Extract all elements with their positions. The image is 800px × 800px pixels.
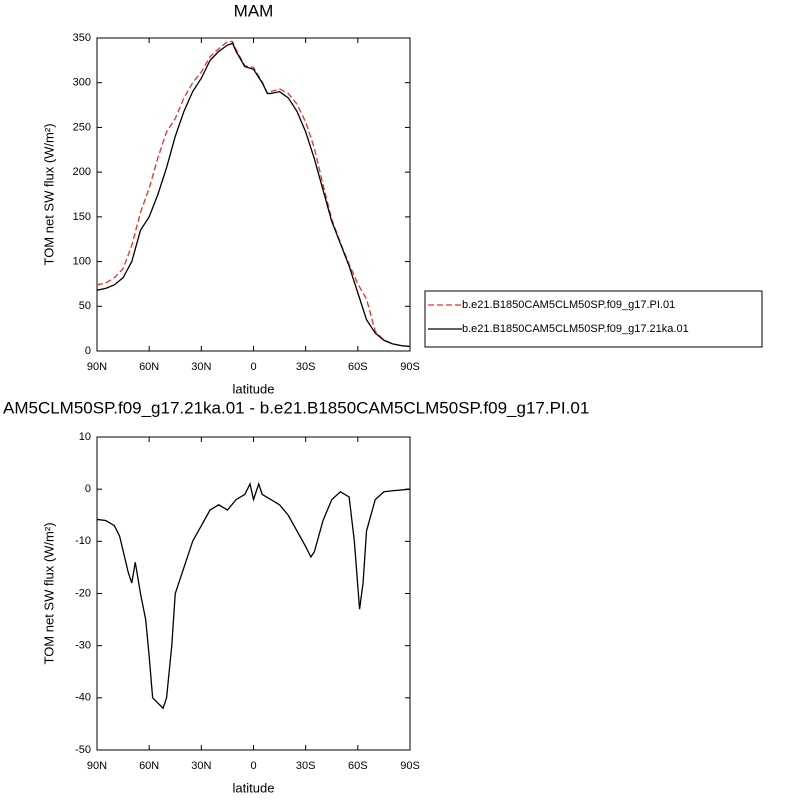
data-line <box>96 42 411 348</box>
plot-frame <box>96 436 411 751</box>
y-tick-label: 100 <box>73 255 91 267</box>
y-axis-label: TOM net SW flux (W/m²) <box>41 123 56 265</box>
x-tick-label: 0 <box>250 760 256 772</box>
legend-label: b.e21.B1850CAM5CLM50SP.f09_g17.21ka.01 <box>462 323 689 335</box>
plot-frame <box>96 37 411 352</box>
y-tick-label: -30 <box>75 640 91 652</box>
legend-label: b.e21.B1850CAM5CLM50SP.f09_g17.PI.01 <box>462 299 675 311</box>
y-tick-label: 0 <box>85 345 91 357</box>
y-tick-label: -40 <box>75 692 91 704</box>
x-tick-label: 30N <box>191 760 211 772</box>
x-tick-label: 60N <box>139 361 159 373</box>
x-tick-label: 90S <box>400 361 420 373</box>
y-tick-label: -20 <box>75 587 91 599</box>
x-tick-label: 0 <box>250 361 256 373</box>
y-tick-label: 300 <box>73 77 91 89</box>
x-axis-label: latitude <box>233 381 275 396</box>
y-tick-label: -10 <box>75 535 91 547</box>
x-tick-label: 60S <box>348 760 368 772</box>
x-tick-label: 30N <box>191 361 211 373</box>
x-axis-label: latitude <box>233 780 275 795</box>
chart-title: MAM <box>234 1 274 20</box>
y-axis-label: TOM net SW flux (W/m²) <box>41 522 56 664</box>
data-line <box>96 40 411 348</box>
x-tick-label: 90N <box>87 361 107 373</box>
chart-title: AM5CLM50SP.f09_g17.21ka.01 - b.e21.B1850… <box>3 398 589 417</box>
y-tick-label: 0 <box>85 483 91 495</box>
x-tick-label: 60S <box>348 361 368 373</box>
y-tick-label: 250 <box>73 121 91 133</box>
y-tick-label: 50 <box>79 300 91 312</box>
x-tick-label: 60N <box>139 760 159 772</box>
y-tick-label: 350 <box>73 32 91 44</box>
y-tick-label: 10 <box>79 431 91 443</box>
x-tick-label: 30S <box>296 760 316 772</box>
x-tick-label: 90S <box>400 760 420 772</box>
x-tick-label: 30S <box>296 361 316 373</box>
legend-box <box>424 290 763 348</box>
y-tick-label: 150 <box>73 211 91 223</box>
y-tick-label: -50 <box>75 744 91 756</box>
x-tick-label: 90N <box>87 760 107 772</box>
y-tick-label: 200 <box>73 166 91 178</box>
data-line <box>96 481 411 710</box>
